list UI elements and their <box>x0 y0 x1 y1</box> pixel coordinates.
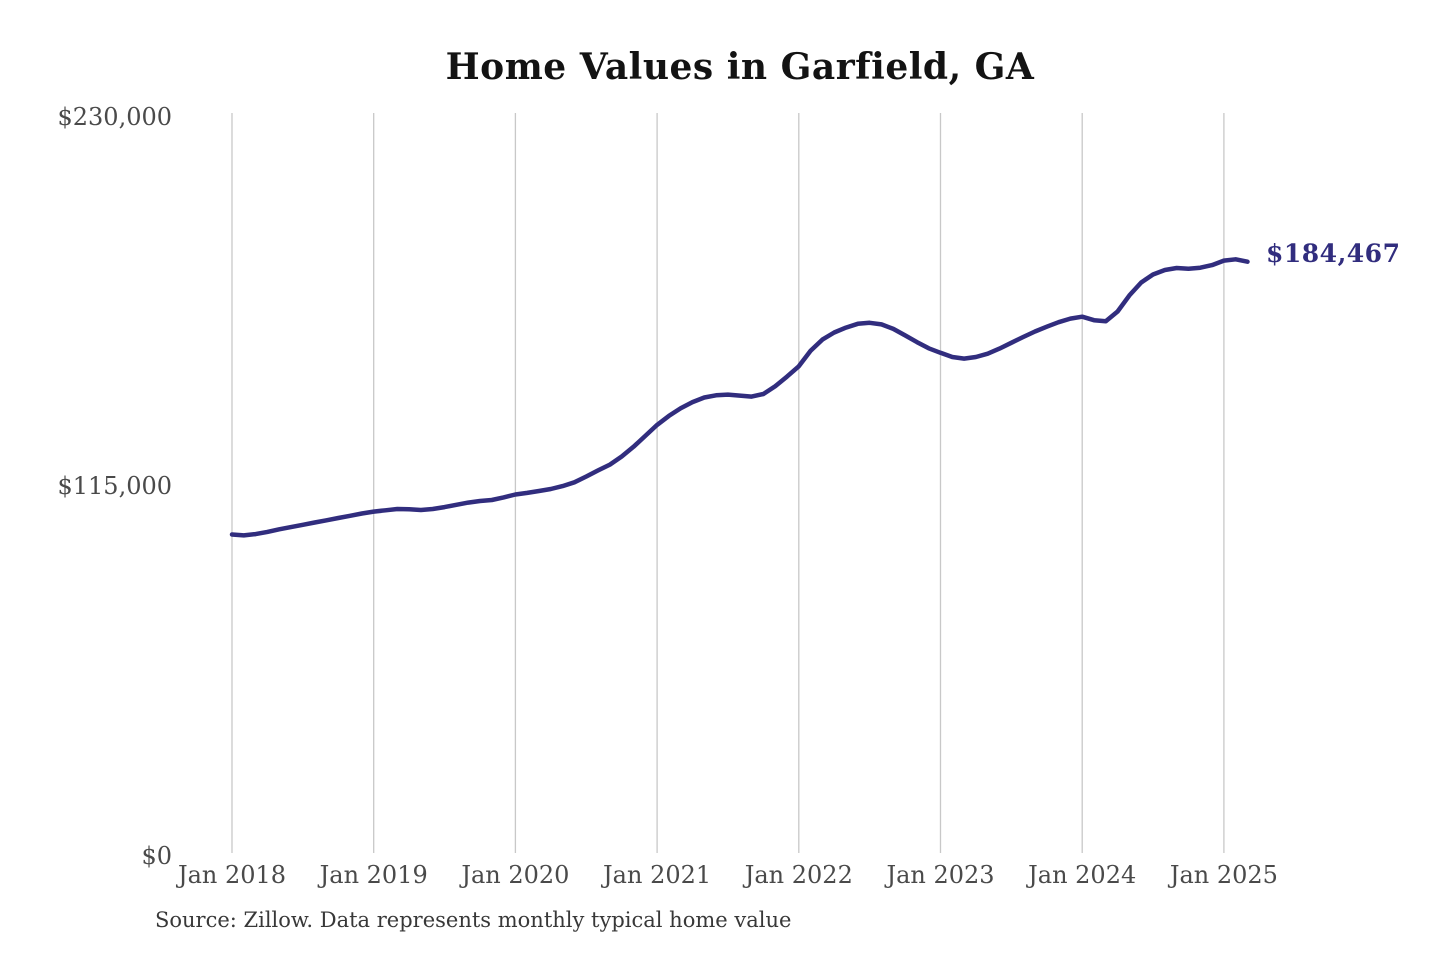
y-axis-label-0: $0 <box>141 842 172 870</box>
x-axis-label-jan-2020: Jan 2020 <box>461 861 570 889</box>
x-axis-label-jan-2022: Jan 2022 <box>744 861 853 889</box>
y-axis-label-115000: $115,000 <box>57 472 172 500</box>
x-axis-label-jan-2025: Jan 2025 <box>1169 861 1278 889</box>
source-note: Source: Zillow. Data represents monthly … <box>155 908 792 932</box>
home-value-line <box>229 257 1250 538</box>
x-axis-label-jan-2019: Jan 2019 <box>319 861 428 889</box>
current-value-annotation: $184,467 <box>1266 239 1401 268</box>
x-axis-label-jan-2024: Jan 2024 <box>1028 861 1137 889</box>
y-axis-label-230000: $230,000 <box>57 103 172 131</box>
chart-title: Home Values in Garfield, GA <box>445 46 1035 88</box>
x-axis-label-jan-2018: Jan 2018 <box>177 861 287 889</box>
x-axis-label-jan-2023: Jan 2023 <box>886 861 995 889</box>
x-axis-label-jan-2021: Jan 2021 <box>603 861 712 889</box>
